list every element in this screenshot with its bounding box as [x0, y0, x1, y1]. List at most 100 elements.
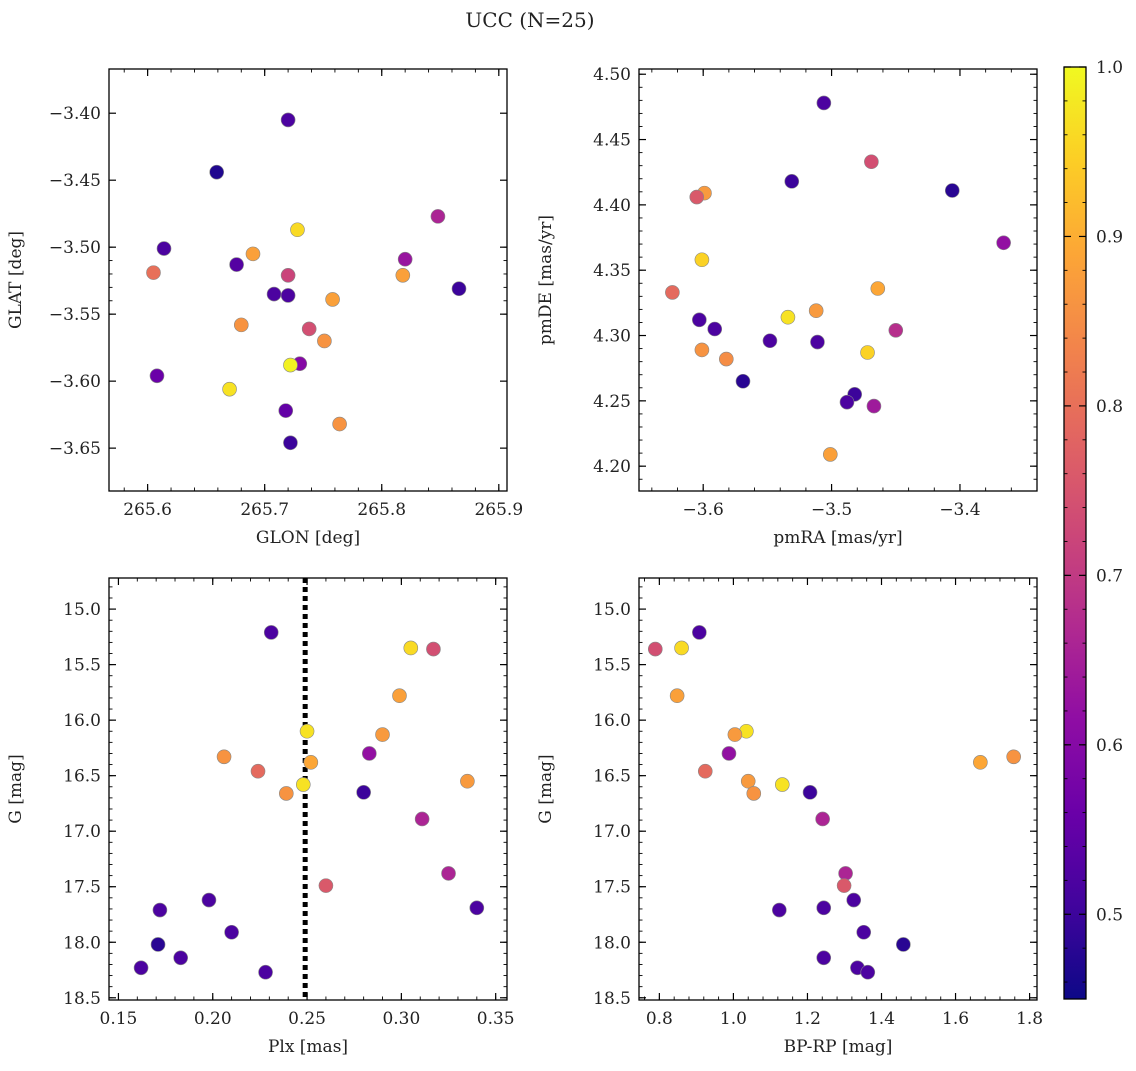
scatter-point: [222, 381, 237, 397]
y-tick-label: 4.20: [593, 457, 631, 477]
colorbar-gradient: [1063, 66, 1087, 1000]
scatter-point: [156, 241, 172, 256]
x-tick-label: 265.7: [240, 500, 289, 520]
scatter-point: [397, 251, 413, 267]
x-tick-label: 1.6: [942, 1009, 969, 1029]
colorbar-tick-label: 0.8: [1096, 397, 1123, 417]
scatter-point: [295, 777, 311, 792]
panel-bprp-g: 0.8 1.0 1.2 1.4 1.6 1.8 15.0 15.5 16.0 16.5 17.0 17…: [536, 577, 1043, 1057]
scatter-point: [822, 447, 838, 462]
scatter-point: [325, 292, 340, 307]
scatter-point: [301, 321, 317, 337]
y-tick-label: 4.25: [593, 392, 631, 412]
scatter-point: [694, 252, 710, 268]
figure-title: UCC (N=25): [465, 8, 594, 32]
scatter-point: [441, 866, 456, 881]
x-axis-label: pmRA [mas/yr]: [773, 528, 902, 548]
scatter-point: [697, 763, 713, 779]
scatter-point: [414, 811, 430, 827]
scatter-point: [356, 785, 371, 800]
y-tick-label: 4.35: [593, 261, 631, 281]
scatter-point: [669, 688, 685, 704]
scatter-point: [784, 174, 800, 189]
scatter-point: [250, 763, 266, 779]
panel-glon-glat: 265.6 265.7 265.8 265.9 −3.40 −3.45 −3.50 −3.55…: [6, 68, 523, 548]
scatter-point: [266, 286, 282, 302]
scatter-point: [209, 164, 224, 180]
colorbar-tick-label: 0.9: [1096, 227, 1123, 247]
scatter-point: [772, 902, 787, 918]
scatter-points: [146, 112, 467, 451]
scatter-point: [149, 368, 165, 384]
y-tick-label: 16.5: [63, 767, 101, 787]
scatter-point: [233, 317, 249, 333]
scatter-point: [1006, 749, 1021, 765]
scatter-point: [647, 641, 663, 657]
y-tick-label: 4.30: [593, 327, 631, 347]
scatter-point: [426, 641, 441, 657]
y-axis-label: GLAT [deg]: [6, 231, 26, 329]
scatter-point: [944, 183, 960, 198]
scatter-point: [692, 312, 707, 328]
scatter-point: [694, 342, 710, 358]
colorbar-tick-label: 1.0: [1096, 58, 1123, 78]
x-tick-label: −3.6: [683, 500, 724, 520]
scatter-point: [816, 950, 832, 966]
scatter-point: [674, 640, 689, 656]
scatter-point: [283, 435, 298, 451]
x-tick-label: 0.8: [646, 1009, 673, 1029]
scatter-point: [816, 95, 832, 111]
colorbar-tick-label: 0.5: [1096, 905, 1123, 925]
scatter-point: [392, 688, 407, 704]
y-tick-label: 17.0: [63, 822, 101, 842]
scatter-point: [707, 321, 723, 337]
panel-plx-g: 0.15 0.20 0.25 0.30 0.35 15.0 15.5 16.0 16.5 17.0…: [6, 577, 515, 1057]
axes-frame: [638, 68, 1038, 492]
scatter-point: [375, 727, 390, 742]
colorbar-tick-label: 0.7: [1096, 566, 1123, 586]
y-tick-label: 17.0: [593, 822, 631, 842]
scatter-point: [150, 937, 166, 952]
colorbar-tick-label: 0.6: [1096, 736, 1123, 756]
y-tick-label: 4.45: [593, 131, 631, 151]
scatter-point: [318, 878, 334, 893]
x-tick-label: 0.25: [288, 1009, 326, 1029]
scatter-point: [362, 746, 377, 761]
y-tick-label: 16.0: [63, 711, 101, 731]
scatter-point: [815, 811, 830, 827]
scatter-point: [280, 268, 296, 283]
scatter-point: [866, 398, 882, 414]
scatter-points: [647, 625, 1021, 980]
scatter-point: [299, 723, 315, 739]
panel-pmra-pmde: −3.6 −3.5 −3.4 4.20 4.25 4.30 4.35 4.40 4.45 4.50…: [536, 65, 1038, 548]
x-tick-label: −3.5: [811, 500, 852, 520]
scatter-point: [280, 288, 296, 303]
scatter-point: [808, 303, 824, 319]
scatter-point: [332, 416, 347, 432]
x-tick-label: 1.2: [794, 1009, 821, 1029]
y-tick-label: 16.0: [593, 711, 631, 731]
colorbar: 0.5 0.6 0.7 0.8 0.9 1.0: [1063, 58, 1123, 1000]
y-tick-label: 18.5: [63, 989, 101, 1009]
scatter-point: [816, 900, 832, 916]
x-tick-label: 1.4: [868, 1009, 895, 1029]
x-axis-label: GLON [deg]: [256, 528, 360, 548]
scatter-point: [692, 625, 707, 640]
scatter-point: [430, 209, 446, 224]
scatter-point: [780, 309, 796, 325]
x-tick-label: 265.8: [357, 500, 406, 520]
y-tick-label: 17.5: [593, 878, 631, 898]
scatter-point: [451, 281, 467, 297]
scatter-point: [303, 755, 319, 770]
scatter-point: [802, 785, 818, 800]
scatter-point: [317, 333, 332, 349]
scatter-point: [888, 323, 904, 338]
scatter-point: [896, 937, 911, 952]
x-tick-label: 0.20: [194, 1009, 232, 1029]
scatter-point: [846, 892, 862, 908]
scatter-point: [395, 268, 411, 283]
y-tick-label: 4.50: [593, 65, 631, 85]
scatter-point: [721, 746, 737, 761]
y-tick-label: −3.45: [49, 171, 101, 191]
y-axis-label: G [mag]: [536, 754, 556, 823]
